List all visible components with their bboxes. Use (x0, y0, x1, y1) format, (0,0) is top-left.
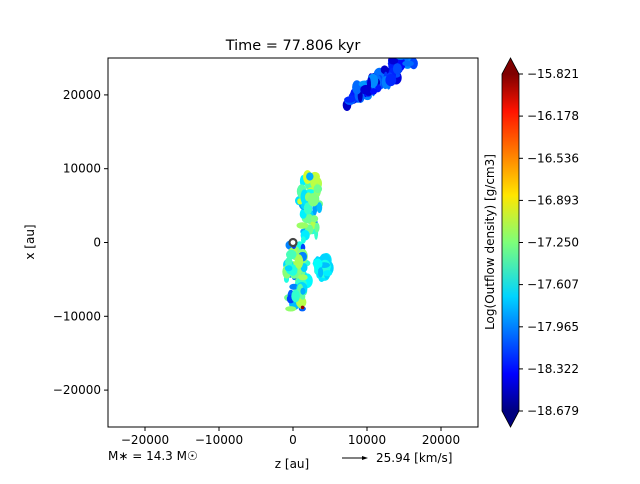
density-cell (385, 74, 397, 87)
y-tick-label: −20000 (53, 383, 101, 397)
colorbar-gradient (502, 74, 519, 411)
y-axis-ticks: −20000 −10000 0 10000 20000 (53, 88, 108, 397)
upper-jet-region (295, 170, 323, 244)
star-marker (288, 237, 298, 248)
density-cell (313, 258, 323, 270)
density-cell (369, 88, 378, 95)
density-cell (392, 63, 402, 75)
velocity-key-arrow (342, 456, 368, 460)
density-cell (402, 60, 414, 67)
density-cell (284, 265, 293, 272)
density-cell (380, 65, 389, 74)
y-tick-label: 20000 (63, 88, 101, 102)
colorbar-tick-label: −17.250 (527, 236, 579, 250)
density-cell (296, 222, 309, 229)
density-cell (289, 283, 299, 290)
density-cell (344, 96, 356, 103)
colorbar-tick-label: −18.322 (527, 362, 579, 376)
y-tick-label: −10000 (53, 309, 101, 323)
colorbar-tick-label: −16.178 (527, 109, 579, 123)
density-cell (314, 222, 320, 233)
density-peak (300, 305, 305, 310)
plot-area (282, 58, 418, 312)
y-tick-label: 10000 (63, 162, 101, 176)
density-cell (395, 58, 406, 60)
density-cell (301, 236, 306, 244)
density-cell (310, 215, 319, 223)
x-tick-label: 10000 (348, 433, 386, 447)
lower-jet-region (282, 240, 313, 312)
density-cell (298, 274, 308, 281)
density-cell (307, 193, 319, 207)
stellar-mass-annotation: M∗ = 14.3 M☉ (108, 449, 198, 463)
density-cell (303, 202, 313, 215)
colorbar-tick-label: −16.893 (527, 193, 579, 207)
density-cell (316, 202, 323, 214)
density-cell (291, 289, 300, 303)
x-tick-label: −10000 (195, 433, 243, 447)
colorbar-tick-label: −17.965 (527, 320, 579, 334)
density-cell (388, 58, 399, 65)
far-clump-region (342, 58, 418, 111)
colorbar-tick-label: −17.607 (527, 278, 579, 292)
colorbar-tick-label: −15.821 (527, 67, 579, 81)
density-cell (285, 306, 297, 312)
x-axis-ticks: −20000 −10000 0 10000 20000 (121, 427, 460, 447)
velocity-key-label: 25.94 [km/s] (376, 451, 452, 465)
density-cell (323, 270, 333, 277)
density-cell (286, 249, 297, 260)
density-cell (318, 267, 324, 278)
density-cell (367, 77, 371, 93)
density-cell (313, 184, 323, 194)
density-cell (300, 287, 306, 295)
x-tick-label: 20000 (422, 433, 460, 447)
colorbar-tick-label: −16.536 (527, 151, 579, 165)
density-cell (306, 172, 314, 181)
chart-title: Time = 77.806 kyr (225, 38, 361, 54)
colorbar: −15.821 −16.178 −16.536 −16.893 −17.250 −17.6… (483, 57, 579, 428)
x-tick-label: 0 (289, 433, 297, 447)
x-tick-label: −20000 (121, 433, 169, 447)
y-tick-label: 0 (93, 236, 101, 250)
colorbar-extend-top (502, 58, 519, 74)
colorbar-label: Log(Outflow density) [g/cm3] (483, 154, 497, 330)
y-axis-label: x [au] (23, 224, 37, 259)
lower-blob-region (312, 253, 334, 282)
density-cell (300, 189, 309, 205)
colorbar-tick-label: −18.679 (527, 404, 579, 418)
x-axis-label: z [au] (275, 457, 309, 471)
density-cell (294, 254, 304, 269)
colorbar-extend-bottom (502, 411, 519, 427)
